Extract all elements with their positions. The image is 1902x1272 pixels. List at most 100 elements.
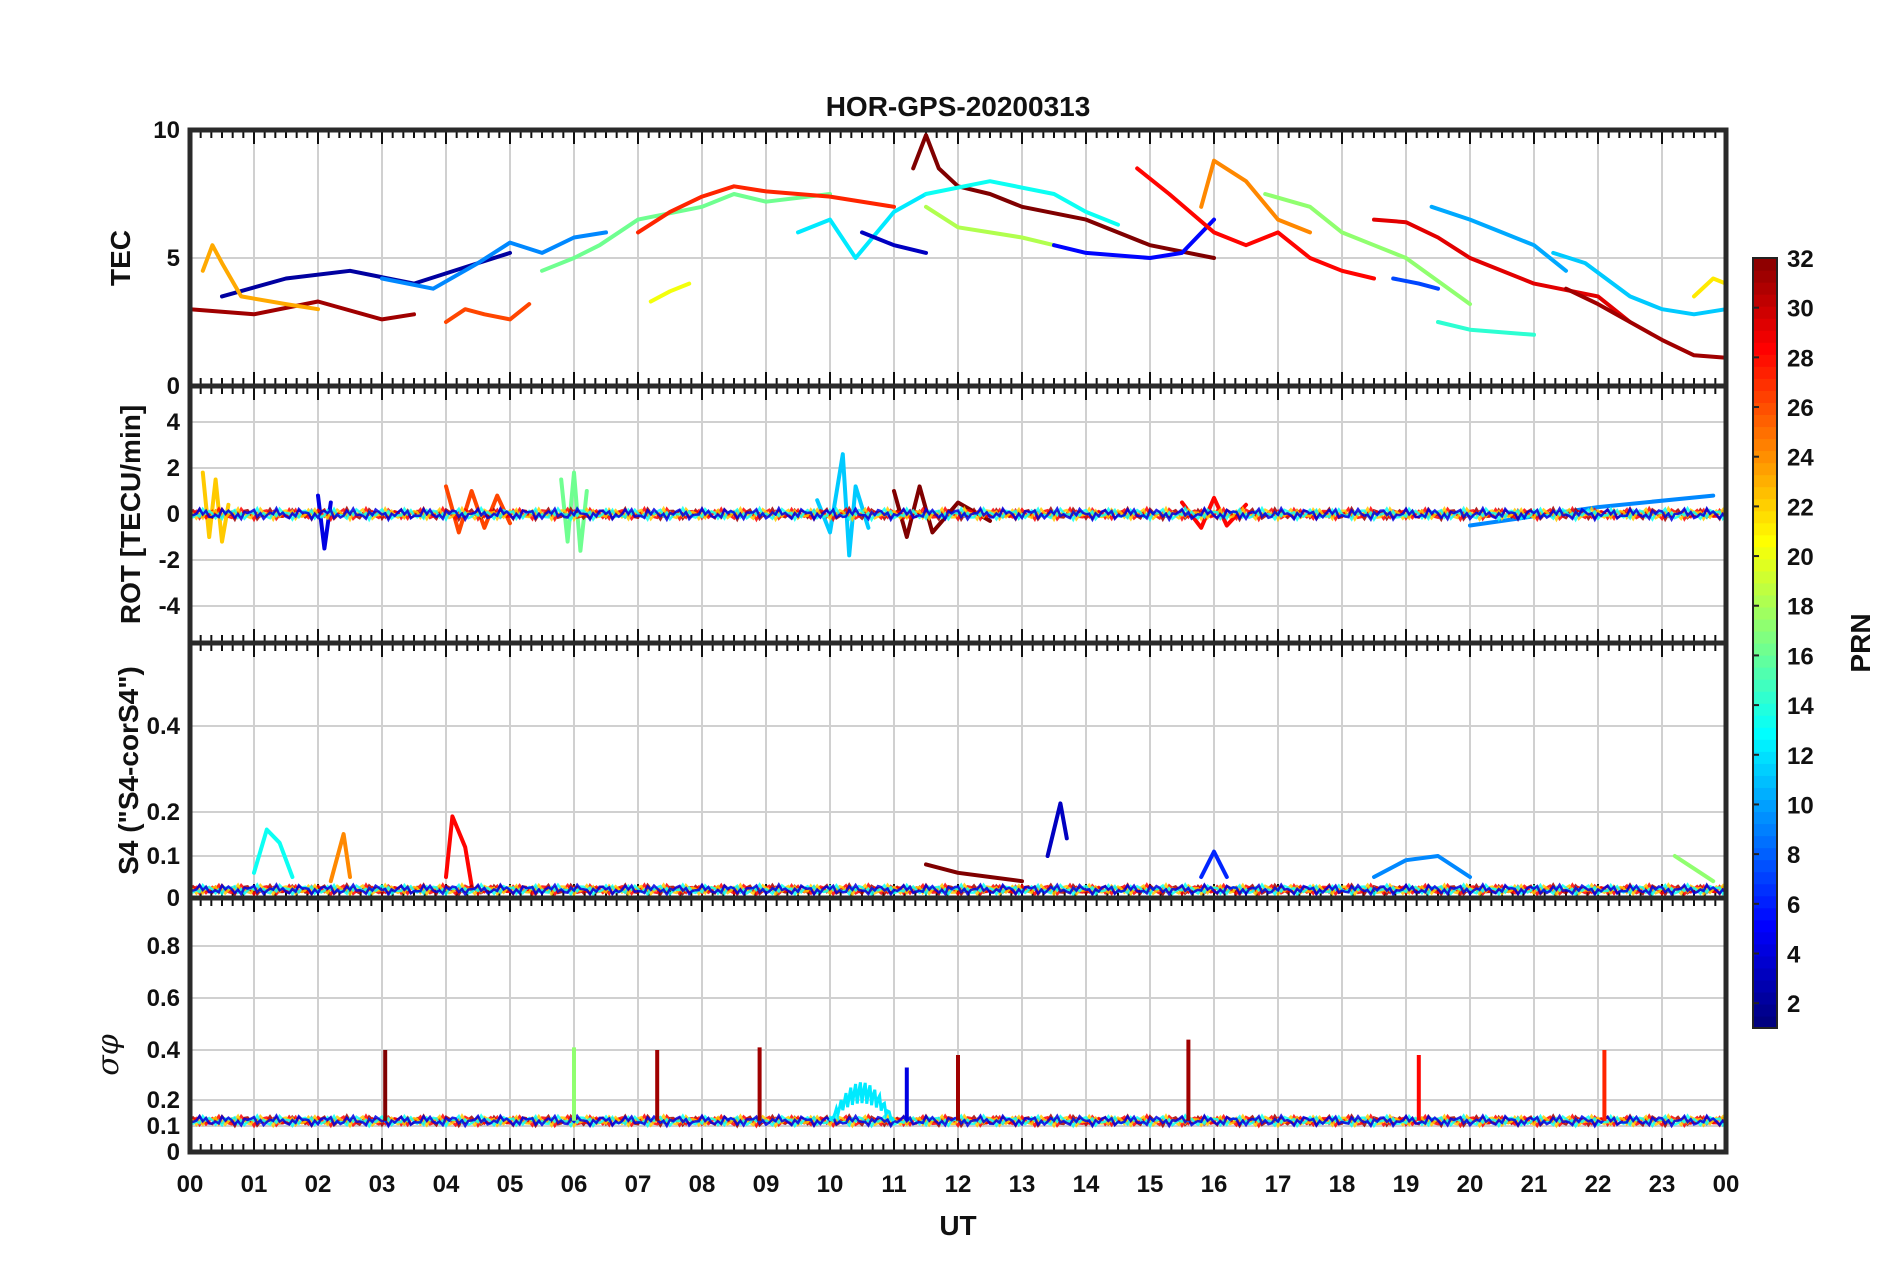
colorbar-segment [1753,606,1777,620]
colorbar-segment [1753,582,1777,596]
colorbar-segment [1753,618,1777,632]
colorbar-segment [1753,462,1777,476]
x-tick-label: 15 [1137,1171,1164,1198]
colorbar-segment [1753,643,1777,656]
colorbar-segment [1753,811,1777,825]
series-line-prn-17 [1263,192,1472,307]
y-tick-label-rot: 2 [167,455,180,482]
colorbar-segment [1753,558,1777,572]
series-line-prn-20 [648,281,692,304]
series-line-prn-11 [1551,250,1728,317]
colorbar-segment [1753,390,1777,403]
y-tick-label-s4: 0.1 [147,843,180,870]
colorbar-segment [1753,282,1777,295]
colorbar-segment [1753,1015,1777,1029]
colorbar-segment [1753,270,1777,283]
x-tick-label: 01 [241,1171,268,1198]
series-line-prn-21 [1692,276,1728,299]
x-tick-label: 04 [433,1171,460,1198]
colorbar-segment [1753,799,1777,813]
series-line-prn-14 [1436,320,1536,337]
y-tick-label-sigma_phi: 0.1 [147,1113,180,1140]
colorbar-segment [1753,871,1777,885]
colorbar-segment [1753,727,1777,740]
colorbar-segment [1753,979,1777,993]
colorbar-segment [1753,570,1777,584]
x-tick-label: 00 [177,1171,204,1198]
x-tick-label: 21 [1521,1171,1548,1198]
x-tick-label: 10 [817,1171,844,1198]
colorbar-segment [1753,510,1777,524]
colorbar-segment [1753,474,1777,488]
y-tick-label-sigma_phi: 0.4 [147,1037,181,1064]
y-tick-label-s4: 0 [167,885,180,912]
colorbar-segment [1753,498,1777,512]
colorbar-tick-label: 28 [1787,345,1814,372]
series-line-prn-7 [1391,276,1440,291]
colorbar-segment [1753,1003,1777,1017]
series-line-prn-31 [188,299,416,322]
series-line-prn-16 [559,470,589,553]
baseline-band-s4 [189,882,1728,898]
series-line-prn-27 [636,184,896,235]
series-line-prn-12 [796,192,928,260]
x-tick-label: 14 [1073,1171,1100,1198]
series-line-prn-23 [200,243,320,312]
series-line-prn-9 [380,230,608,291]
y-tick-label-s4: 0.4 [147,713,181,740]
colorbar-segment [1753,402,1777,416]
colorbar-segment [1753,667,1777,680]
colorbar-segment [1753,835,1777,849]
series-line-prn-10 [1429,204,1568,273]
colorbar-segment [1753,691,1777,704]
series-line-prn-13 [924,179,1120,227]
x-tick-label: 13 [1009,1171,1036,1198]
colorbar-segment [1753,883,1777,897]
baseline-series [189,882,1727,898]
series-line-prn-28 [444,814,474,888]
colorbar-tick-label: 10 [1787,792,1814,819]
colorbar-tick-label: 32 [1787,246,1814,273]
y-tick-label-rot: 4 [167,409,181,436]
y-tick-label-sigma_phi: 0.2 [147,1087,180,1114]
colorbar-tick-label: 14 [1787,693,1814,720]
x-tick-label: 00 [1713,1171,1740,1198]
colorbar-tick-label: 22 [1787,494,1814,521]
colorbar-tick-label: 20 [1787,544,1814,571]
panel-rot: -4 -2 0 2 4 ROT [TECU/min] [115,383,1729,646]
x-tick-label: 08 [689,1171,716,1198]
x-tick-label: 03 [369,1171,396,1198]
y-axis-title-rot: ROT [TECU/min] [115,405,146,624]
x-axis-tick-labels: 00 01 02 03 04 05 06 07 08 09 10 11 12 13 14 15 16 17 18 19… [177,1171,1740,1198]
colorbar-tick-label: 16 [1787,643,1814,670]
series-line-prn-9 [1372,854,1472,879]
colorbar-segment [1753,823,1777,837]
series-line-prn-32 [924,862,1024,884]
chart-title: HOR-GPS-20200313 [826,91,1091,122]
colorbar-segment [1753,258,1777,271]
x-tick-label: 16 [1201,1171,1228,1198]
colorbar-segment [1753,438,1777,452]
x-tick-label: 19 [1393,1171,1420,1198]
baseline-series [189,505,1727,523]
x-tick-label: 18 [1329,1171,1356,1198]
y-tick-label-rot: -2 [159,547,180,574]
x-tick-label: 02 [305,1171,332,1198]
y-tick-label-sigma_phi: 0 [167,1139,180,1166]
colorbar-segment [1753,751,1777,764]
colorbar-label: PRN [1845,613,1876,672]
colorbar-segment [1753,318,1777,331]
y-tick-label-s4: 0.2 [147,799,180,826]
colorbar-segment [1753,594,1777,608]
colorbar-segment [1753,342,1777,355]
colorbar-segment [1753,847,1777,861]
series-line-prn-32 [911,133,1216,260]
y-axis-title-tec: TEC [105,230,136,286]
panel-frame-sigma_phi [187,895,1729,1155]
series-line-prn-3 [1045,801,1069,858]
series-line-prn-3 [860,230,928,255]
colorbar-segment [1753,955,1777,969]
colorbar-segment [1753,630,1777,644]
series-line-prn-11 [815,452,871,558]
